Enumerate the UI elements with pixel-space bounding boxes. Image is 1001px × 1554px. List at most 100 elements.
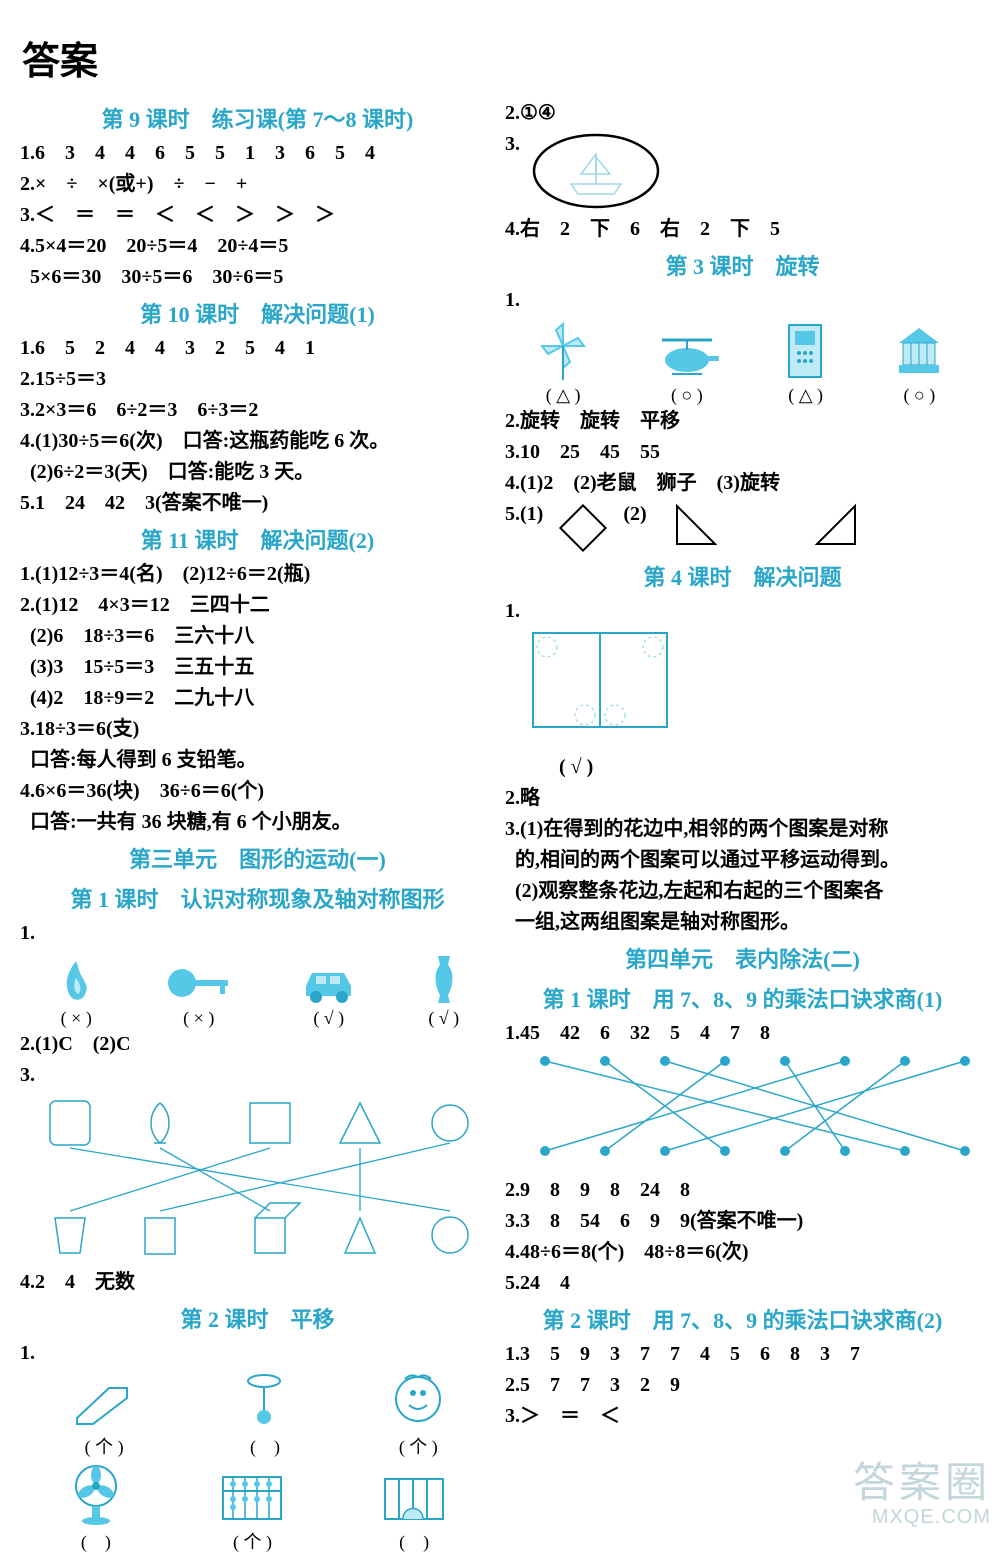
answer-line: 1.(1)12÷3＝4(名) (2)12÷6＝2(瓶): [20, 559, 495, 590]
caption: ( △ ): [788, 385, 823, 406]
page-title: 答案: [22, 30, 98, 85]
answer-line: 1.3 5 9 3 7 7 4 5 6 8 3 7: [505, 1339, 980, 1370]
caption: ( ○ ): [671, 385, 703, 406]
caption: ( × ): [183, 1008, 214, 1029]
carousel-icon: ( ○ ): [889, 323, 949, 406]
answer-line: 4.2 4 无数: [20, 1267, 495, 1298]
heading-unit-4-lesson-1: 第 1 课时 用 7、8、9 的乘法口诀求商(1): [505, 982, 980, 1014]
answer-line: 3.＞ ＝ ＜: [505, 1401, 980, 1432]
windmill-icon: ( △ ): [536, 318, 591, 406]
translation-icons-row-2: ( ) ( 个 ) ( ): [20, 1461, 495, 1554]
answer-line: 2.旋转 旋转 平移: [505, 406, 980, 437]
vase-icon: ( √ ): [424, 951, 464, 1029]
answer-line: 3.＜ ＝ ＝ ＜ ＜ ＞ ＞ ＞: [20, 200, 495, 231]
answer-line: 3.10 25 45 55: [505, 437, 980, 468]
answer-line: 5.1 24 42 3(答案不唯一): [20, 488, 495, 519]
heading-unit-4: 第四单元 表内除法(二): [505, 942, 980, 974]
rotation-icons-row: ( △ ) ( ○ ) ( △ ) ( ○ ): [505, 318, 980, 406]
answer-line: 4.5×4＝20 20÷5＝4 20÷4＝5: [20, 231, 495, 262]
heading-lesson-10: 第 10 课时 解决问题(1): [20, 297, 495, 329]
answer-line: 4.(1)30÷5＝6(次) 口答:这瓶药能吃 6 次。: [20, 426, 495, 457]
key-icon: ( × ): [164, 961, 234, 1029]
watermark-line-1: 答案圈: [853, 1460, 991, 1506]
caption: ( √ ): [428, 1008, 459, 1029]
caption: ( √ ): [313, 1008, 344, 1029]
division-matching-diagram: [505, 1051, 980, 1171]
answer-line: 口答:一共有 36 块糖,有 6 个小朋友。: [20, 807, 495, 838]
symmetry-icons-row: ( × ) ( × ) ( √ ) ( √ ): [20, 951, 495, 1029]
question-number: 1.: [505, 596, 980, 627]
flame-icon: ( × ): [51, 956, 101, 1029]
answer-line: 3.18÷3＝6(支): [20, 714, 495, 745]
answer-line: 5.24 4: [505, 1268, 980, 1299]
clock-face-icon: ( 个 ): [391, 1371, 446, 1459]
answer-line: 3.2×3＝6 6÷2＝3 6÷3＝2: [20, 395, 495, 426]
answer-line: 4.6×6＝36(块) 36÷6＝6(个): [20, 776, 495, 807]
caption: ( ○ ): [903, 385, 935, 406]
question-number: 3.: [20, 1060, 495, 1091]
right-triangle-mirror-icon: [811, 500, 861, 550]
right-triangle-icon: [671, 500, 721, 550]
answer-line: 4.(1)2 (2)老鼠 狮子 (3)旋转: [505, 468, 980, 499]
answer-line: 1.45 42 6 32 5 4 7 8: [505, 1018, 980, 1049]
question-number: 1.: [20, 1338, 495, 1369]
fold-square-diagram: ( √ ): [505, 627, 980, 783]
heading-lesson-11: 第 11 课时 解决问题(2): [20, 523, 495, 555]
caption: ( ): [81, 1528, 111, 1554]
answer-line: (2)观察整条花边,左起和右起的三个图案各: [505, 876, 980, 907]
heading-unit-3: 第三单元 图形的运动(一): [20, 842, 495, 874]
answer-line: 2.9 8 9 8 24 8: [505, 1175, 980, 1206]
answer-line: 4.右 2 下 6 右 2 下 5: [505, 214, 980, 245]
gate-icon: ( ): [379, 1471, 449, 1554]
heading-unit-4-lesson-2: 第 2 课时 用 7、8、9 的乘法口诀求商(2): [505, 1303, 980, 1335]
symmetry-matching-diagram: [20, 1093, 495, 1263]
caption: ( × ): [61, 1008, 92, 1029]
caption: ( 个 ): [233, 1528, 272, 1554]
answer-line: 的,相间的两个图案可以通过平移运动得到。: [505, 845, 980, 876]
pendulum-icon: ( ): [237, 1371, 292, 1459]
question-number: 3.: [505, 129, 520, 160]
heading-unit-3-lesson-2: 第 2 课时 平移: [20, 1302, 495, 1334]
answer-line: 2.略: [505, 783, 980, 814]
answer-line: 2.(1)12 4×3＝12 三四十二: [20, 590, 495, 621]
diamond-icon: [555, 500, 611, 556]
caption: ( △ ): [546, 385, 581, 406]
watermark-line-2: MXQE.COM: [853, 1506, 991, 1528]
left-column: 第 9 课时 练习课(第 7～8 课时) 1.6 3 4 4 6 5 5 1 3…: [20, 98, 495, 1554]
answer-line: 2.5 7 7 3 2 9: [505, 1370, 980, 1401]
heading-unit-3-lesson-1: 第 1 课时 认识对称现象及轴对称图形: [20, 882, 495, 914]
answer-line: 2.15÷5＝3: [20, 364, 495, 395]
answer-line: 1.6 3 4 4 6 5 5 1 3 6 5 4: [20, 138, 495, 169]
right-column: 2.①④ 3. 4.右 2 下 6 右 2 下 5 第 3 课时 旋转 1. (…: [505, 98, 980, 1554]
answer-line: 口答:每人得到 6 支铅笔。: [20, 745, 495, 776]
answer-line: 2.(1)C (2)C: [20, 1029, 495, 1060]
diamond-triangle-shapes: [505, 500, 980, 556]
answer-line: (3)3 15÷5＝3 三五十五: [20, 652, 495, 683]
caption: ( ): [399, 1528, 429, 1554]
fan-icon: ( ): [66, 1461, 126, 1554]
question-number: 1.: [505, 285, 980, 316]
elevator-icon: ( △ ): [783, 321, 828, 406]
caption: ( 个 ): [399, 1433, 438, 1459]
car-icon: ( √ ): [296, 961, 361, 1029]
answer-line: 1.6 5 2 4 4 3 2 5 4 1: [20, 333, 495, 364]
translation-icons-row-1: ( 个 ) ( ) ( 个 ): [20, 1371, 495, 1459]
abacus-icon: ( 个 ): [217, 1471, 287, 1554]
heading-lesson-9: 第 9 课时 练习课(第 7～8 课时): [20, 102, 495, 134]
answer-line: 2.①④: [505, 98, 980, 129]
answer-line: 3.3 8 54 6 9 9(答案不唯一): [505, 1206, 980, 1237]
caption: ( ): [250, 1433, 280, 1459]
slide-icon: ( 个 ): [69, 1376, 139, 1459]
two-column-layout: 第 9 课时 练习课(第 7～8 课时) 1.6 3 4 4 6 5 5 1 3…: [20, 98, 980, 1554]
caption: ( 个 ): [85, 1433, 124, 1459]
watermark: 答案圈 MXQE.COM: [853, 1460, 991, 1528]
question-number: 1.: [20, 918, 495, 949]
answer-line: 5×6＝30 30÷5＝6 30÷6＝5: [20, 262, 495, 293]
heading-lesson-4-solve: 第 4 课时 解决问题: [505, 560, 980, 592]
helicopter-icon: ( ○ ): [652, 328, 722, 406]
q3-ellipse-boat: 3.: [505, 129, 980, 214]
answer-line: (2)6 18÷3＝6 三六十八: [20, 621, 495, 652]
answer-line: 2.× ÷ ×(或+) ÷ − +: [20, 169, 495, 200]
boat-in-oval-icon: [526, 129, 666, 214]
answer-line: 3.(1)在得到的花边中,相邻的两个图案是对称: [505, 814, 980, 845]
